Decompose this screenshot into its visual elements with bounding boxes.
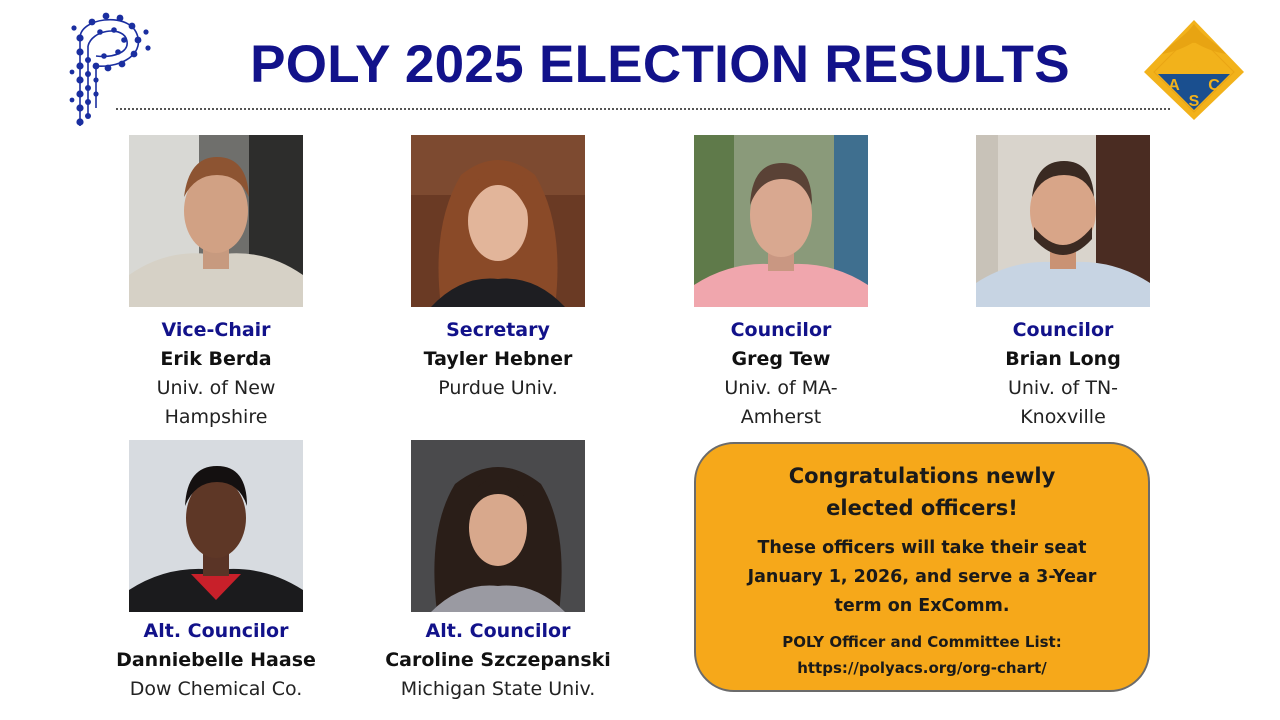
officer-photo [411, 135, 585, 307]
officer-card-alt-councilor-haase: Alt. Councilor Danniebelle Haase Dow Che… [96, 440, 336, 704]
portrait-graphic [129, 440, 303, 612]
page-title: POLY 2025 ELECTION RESULTS [250, 35, 1070, 94]
officer-name: Tayler Hebner [423, 348, 573, 370]
callout-body-line-1: These officers will take their seat [757, 538, 1087, 558]
officer-photo [976, 135, 1150, 307]
officer-affiliation-cont: Amherst [740, 406, 822, 428]
officer-role: Alt. Councilor [143, 620, 289, 642]
officer-role: Councilor [730, 319, 832, 341]
callout-heading-line-1: Congratulations newly [788, 464, 1056, 488]
officer-affiliation-cont: Hampshire [164, 406, 268, 428]
portrait-graphic [976, 135, 1150, 307]
acs-logo: A C S [1140, 16, 1248, 122]
callout-heading-line-2: elected officers! [826, 496, 1018, 520]
congratulations-callout: Congratulations newly elected officers! … [694, 442, 1150, 692]
officer-card-councilor-tew: Councilor Greg Tew Univ. of MA- Amherst [661, 135, 901, 432]
callout-body-line-3: term on ExComm. [834, 596, 1010, 616]
portrait-graphic [411, 440, 585, 612]
officer-photo [129, 440, 303, 612]
header-divider [116, 108, 1170, 110]
portrait-graphic [694, 135, 868, 307]
officer-name: Greg Tew [731, 348, 831, 370]
callout-body-line-2: January 1, 2026, and serve a 3-Year [747, 567, 1097, 587]
officer-photo [694, 135, 868, 307]
officer-name: Caroline Szczepanski [385, 649, 611, 671]
org-list-label: POLY Officer and Committee List: [782, 633, 1062, 651]
portrait-graphic [411, 135, 585, 307]
officer-name: Danniebelle Haase [116, 649, 316, 671]
officer-name: Brian Long [1005, 348, 1121, 370]
officer-affiliation-cont: Knoxville [1020, 406, 1106, 428]
org-chart-link[interactable]: https://polyacs.org/org-chart/ [797, 659, 1047, 677]
acs-letter-c: C [1208, 77, 1220, 94]
officer-affiliation: Univ. of TN- [1007, 377, 1119, 399]
acs-logo-graphic: A C S [1144, 20, 1244, 120]
poly-logo [66, 8, 154, 132]
officer-card-alt-councilor-szczepanski: Alt. Councilor Caroline Szczepanski Mich… [378, 440, 618, 704]
officer-role: Secretary [446, 319, 550, 341]
officer-role: Vice-Chair [161, 319, 271, 341]
officer-affiliation: Dow Chemical Co. [129, 678, 303, 700]
officer-name: Erik Berda [160, 348, 272, 370]
officer-affiliation: Purdue Univ. [438, 377, 558, 399]
portrait-graphic [129, 135, 303, 307]
officer-photo [411, 440, 585, 612]
officer-card-secretary: Secretary Tayler Hebner Purdue Univ. [378, 135, 618, 403]
officer-card-vice-chair: Vice-Chair Erik Berda Univ. of New Hamps… [96, 135, 336, 432]
acs-letter-s: S [1189, 93, 1200, 110]
acs-letter-a: A [1168, 77, 1180, 94]
officer-role: Alt. Councilor [425, 620, 571, 642]
officer-card-councilor-long: Councilor Brian Long Univ. of TN- Knoxvi… [943, 135, 1183, 432]
officer-affiliation: Univ. of New [156, 377, 276, 399]
poly-logo-graphic [69, 12, 151, 126]
officer-affiliation: Michigan State Univ. [400, 678, 596, 700]
officer-affiliation: Univ. of MA- [724, 377, 838, 399]
officer-photo [129, 135, 303, 307]
officer-role: Councilor [1012, 319, 1114, 341]
